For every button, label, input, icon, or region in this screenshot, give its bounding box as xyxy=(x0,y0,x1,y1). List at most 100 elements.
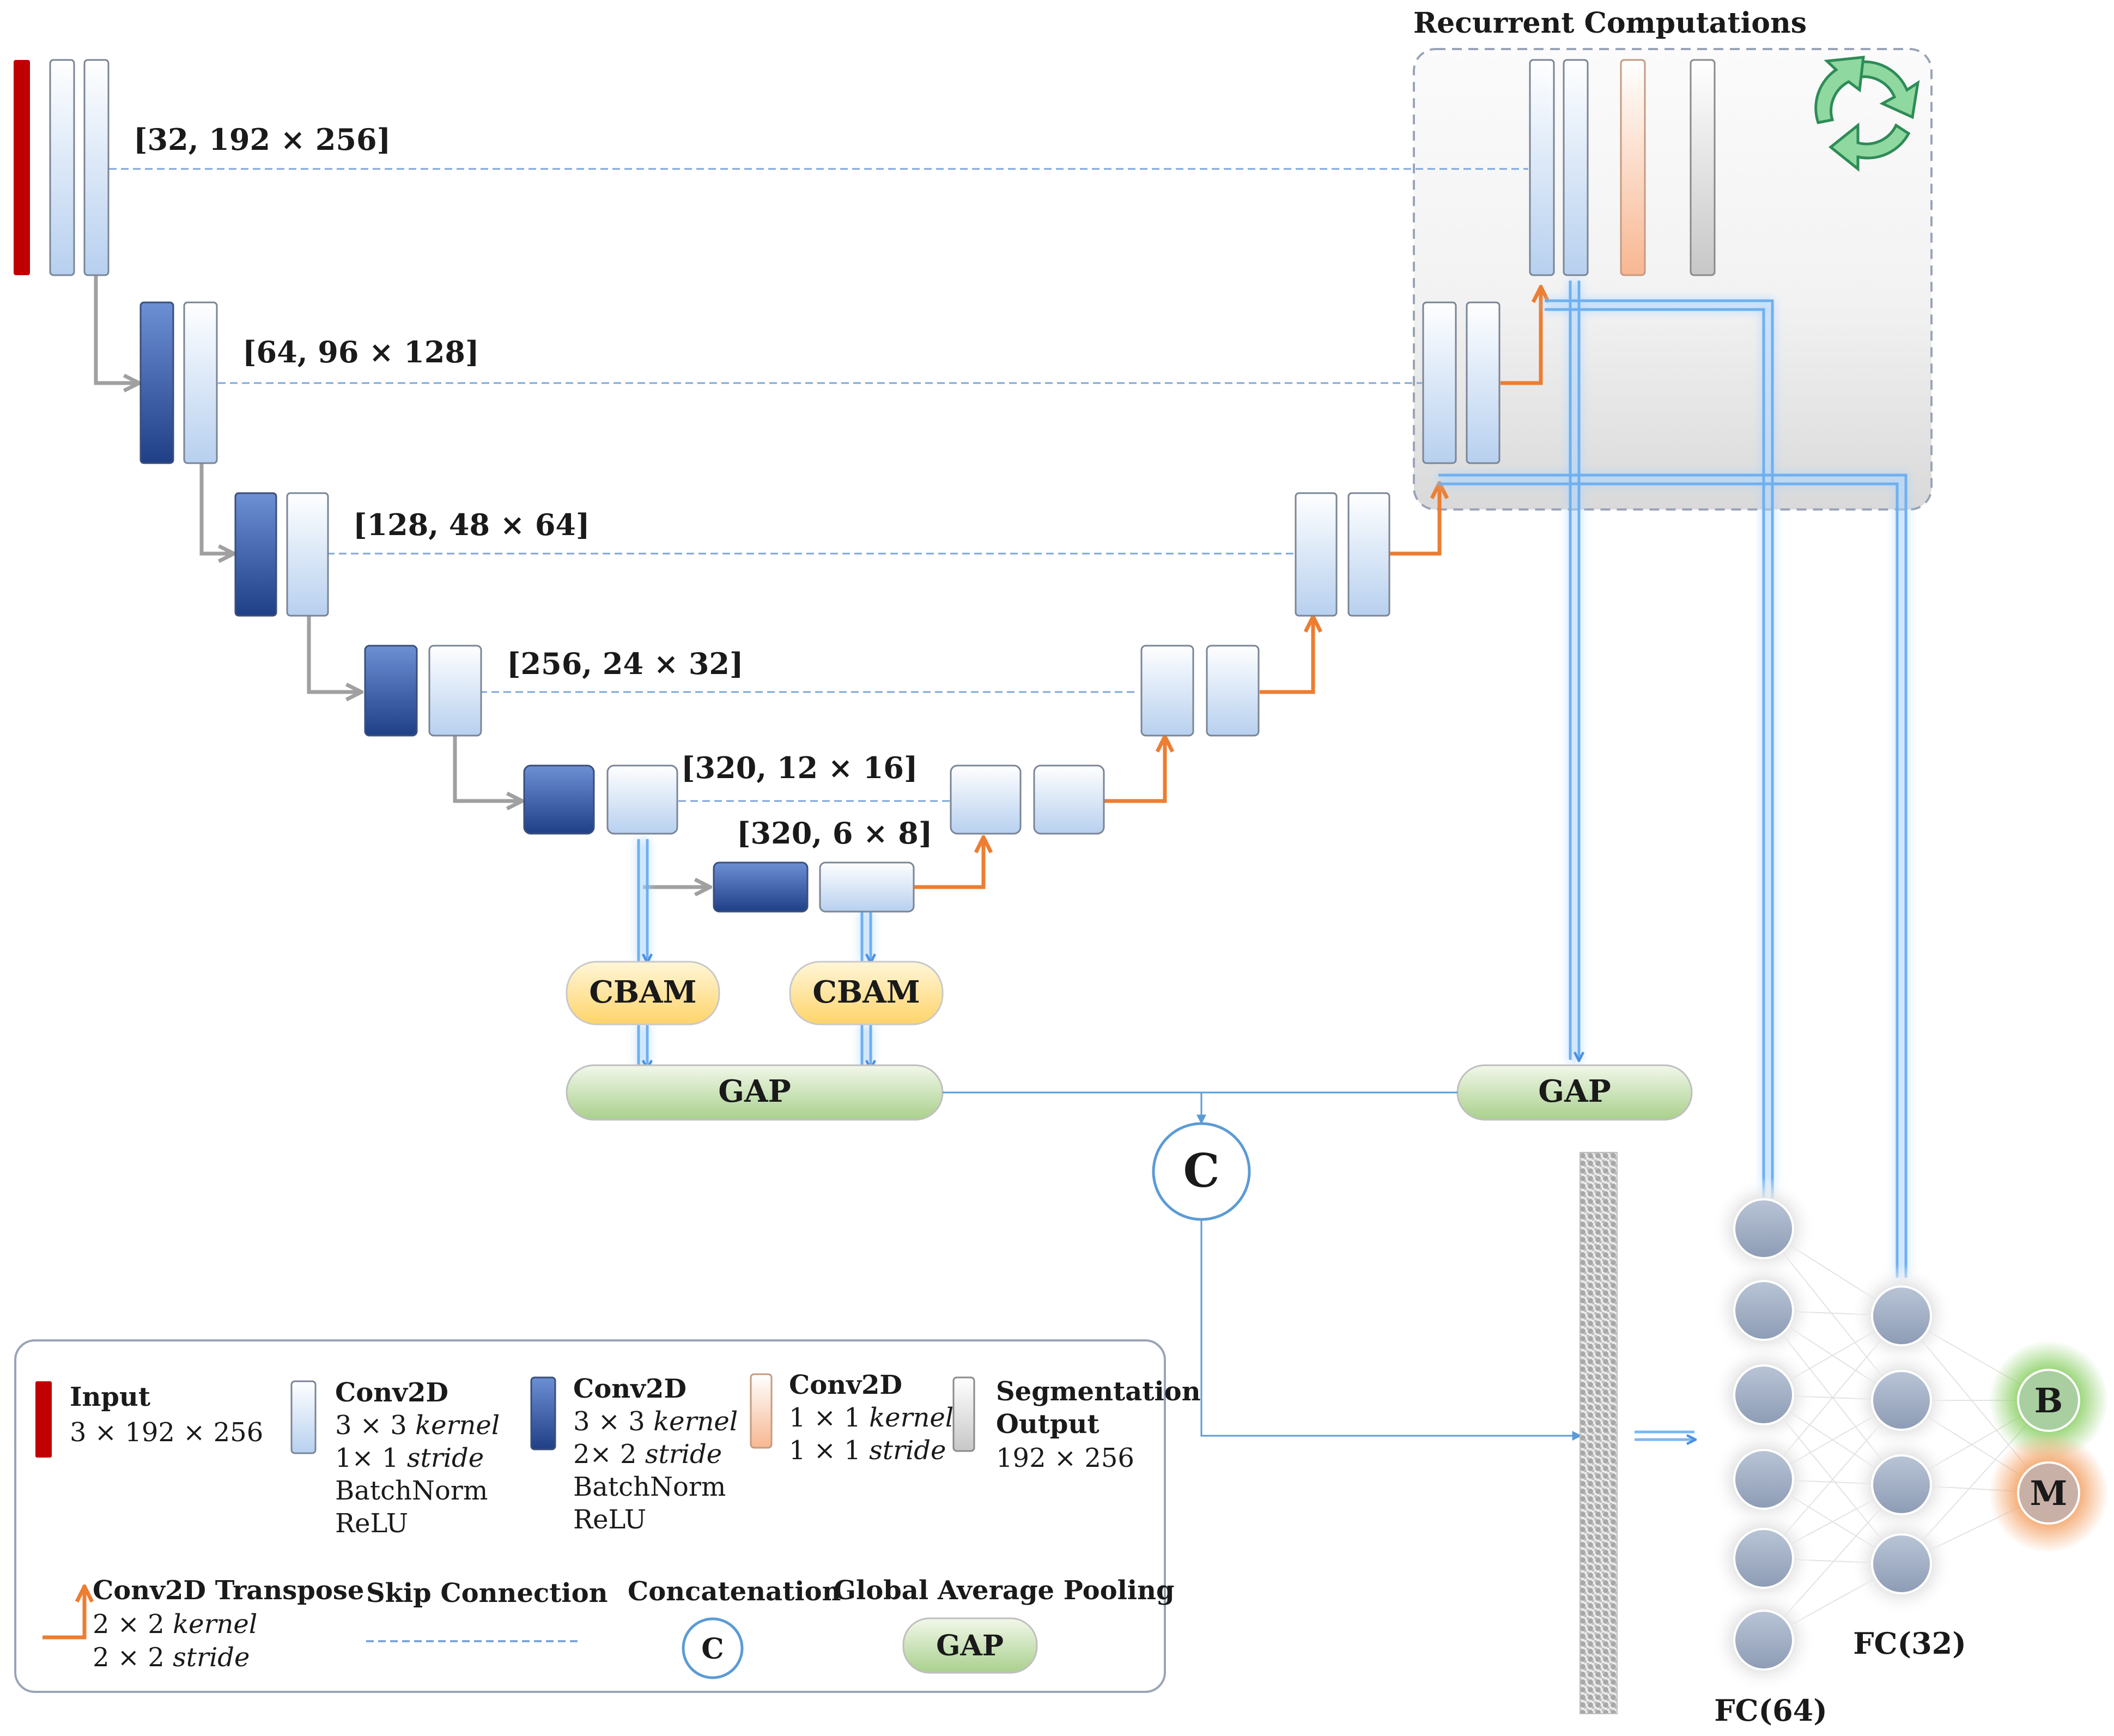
flow-line xyxy=(1438,474,1908,1278)
malignant-node xyxy=(2017,1461,2080,1525)
upsample-arrows xyxy=(914,289,1541,889)
legend-skip-title: Skip Connection xyxy=(366,1578,608,1608)
cbam-label: CBAM xyxy=(589,974,696,1010)
conv-dark-block xyxy=(364,645,418,737)
concat-node xyxy=(1152,1122,1251,1221)
conv-light-block xyxy=(286,492,329,617)
shape-label: [320, 12 × 16] xyxy=(681,750,918,785)
downsample-arrows xyxy=(94,275,708,887)
legend-conv-light-relu: ReLU xyxy=(335,1508,408,1539)
legend-conv-light-swatch xyxy=(290,1380,317,1454)
recurrent-title: Recurrent Computations xyxy=(1413,7,1807,40)
flow-line xyxy=(639,839,647,962)
legend-conv-1x1-swatch xyxy=(750,1373,773,1449)
downsample-arrow xyxy=(453,736,520,801)
flow-line xyxy=(1570,281,1579,1060)
legend-conv-light-kernel: 3 × 3 kernel xyxy=(335,1410,500,1441)
conv-dark-block xyxy=(139,301,174,464)
conv-light-block xyxy=(606,764,678,835)
transpose-arrow xyxy=(1388,485,1439,556)
transpose-arrow xyxy=(914,839,983,889)
legend-concat-title: Concatenation xyxy=(628,1576,841,1607)
shape-label: [64, 96 × 128] xyxy=(242,335,479,369)
conv-light-block xyxy=(1529,59,1555,276)
conv-light-block xyxy=(1140,645,1194,737)
legend-transpose-kernel: 2 × 2 kernel xyxy=(93,1609,257,1640)
transpose-arrow xyxy=(1501,289,1541,385)
legend-conv-light-title: Conv2D xyxy=(335,1377,448,1408)
legend-conv-light-bn: BatchNorm xyxy=(335,1476,488,1506)
conv-1x1-block xyxy=(1620,59,1646,276)
malignant-label: M xyxy=(2030,1473,2068,1513)
conv-light-block xyxy=(1347,492,1390,617)
legend-conv-1x1-title: Conv2D xyxy=(789,1370,902,1400)
flow-line xyxy=(1545,299,1774,1199)
legend-conv-dark-relu: ReLU xyxy=(573,1504,646,1535)
transpose-arrow xyxy=(1260,618,1313,694)
concat-connectors xyxy=(943,1091,1582,1441)
legend-conv-dark-kernel: 3 × 3 kernel xyxy=(573,1406,738,1437)
legend-input-shape: 3 × 192 × 256 xyxy=(70,1417,263,1448)
legend-conv-dark-swatch xyxy=(530,1376,556,1450)
fc64-label: FC(64) xyxy=(1714,1693,1827,1728)
transpose-arrow xyxy=(1103,738,1165,803)
conv-light-block xyxy=(1033,764,1105,835)
neuron xyxy=(1712,1259,1815,1362)
legend-transpose-stride: 2 × 2 stride xyxy=(93,1642,250,1673)
conv-light-block xyxy=(49,59,75,276)
shape-label: [32, 192 × 256] xyxy=(133,122,391,157)
conv-dark-block xyxy=(523,764,595,835)
neuron xyxy=(1850,1433,1953,1537)
conv-light-block xyxy=(183,301,218,464)
input-block xyxy=(14,60,30,275)
conv-light-block xyxy=(1295,492,1338,617)
conv-light-block xyxy=(1466,301,1501,464)
conv-dark-block xyxy=(234,492,277,617)
conv-light-block xyxy=(1206,645,1260,737)
decoder xyxy=(950,59,1716,835)
legend-concat-symbol: C xyxy=(701,1632,724,1666)
flatten-to-fc-arrow xyxy=(1635,1432,1694,1440)
legend-conv-dark-bn: BatchNorm xyxy=(573,1472,726,1502)
legend-input-swatch xyxy=(35,1381,52,1458)
shape-labels: [32, 192 × 256] [64, 96 × 128] [128, 48 … xyxy=(133,122,932,851)
flatten-vector xyxy=(1580,1152,1618,1714)
neuron xyxy=(1712,1343,1815,1447)
encoder xyxy=(14,59,915,913)
conv-light-block xyxy=(83,59,110,276)
flow-line xyxy=(862,1024,871,1068)
neuron xyxy=(1712,1588,1815,1692)
neuron xyxy=(1712,1507,1815,1610)
neuron xyxy=(1712,1177,1815,1280)
legend-transpose-arrow xyxy=(42,1588,84,1640)
benign-node xyxy=(2017,1369,2080,1432)
concat-symbol: C xyxy=(1183,1144,1220,1198)
legend-seg-title2: Output xyxy=(996,1409,1099,1440)
legend-gap-symbol: GAP xyxy=(936,1629,1004,1662)
conv-dark-block xyxy=(713,861,809,913)
legend-conv-light-stride: 1× 1 stride xyxy=(335,1443,484,1473)
legend-input-title: Input xyxy=(70,1382,150,1412)
skip-connections xyxy=(109,168,1528,802)
legend-conv-dark-title: Conv2D xyxy=(573,1374,687,1404)
legend-conv-dark-stride: 2× 2 stride xyxy=(573,1439,722,1470)
legend-gap-title: Global Average Pooling xyxy=(834,1575,1175,1606)
neuron xyxy=(1850,1349,1953,1452)
legend-seg-swatch xyxy=(952,1376,975,1452)
legend: Input 3 × 192 × 256 Conv2D 3 × 3 kernel … xyxy=(14,1339,1201,1693)
gap-label: GAP xyxy=(718,1073,791,1109)
legend-conv-1x1-kernel: 1 × 1 kernel xyxy=(789,1403,953,1433)
conv-light-block xyxy=(428,645,482,737)
downsample-arrow xyxy=(94,275,137,383)
segmentation-output-block xyxy=(1690,59,1716,276)
recycle-arrows-icon xyxy=(1814,56,1920,172)
fc64-layer xyxy=(1712,1177,1815,1692)
conv-light-block xyxy=(1422,301,1457,464)
legend-transpose-title: Conv2D Transpose xyxy=(93,1575,364,1606)
legend-seg-title: Segmentation xyxy=(996,1376,1201,1407)
fc32-label: FC(32) xyxy=(1853,1626,1966,1661)
shape-label: [256, 24 × 32] xyxy=(507,646,744,681)
feature-flow-lines xyxy=(639,281,1908,1278)
neuron xyxy=(1712,1428,1815,1531)
